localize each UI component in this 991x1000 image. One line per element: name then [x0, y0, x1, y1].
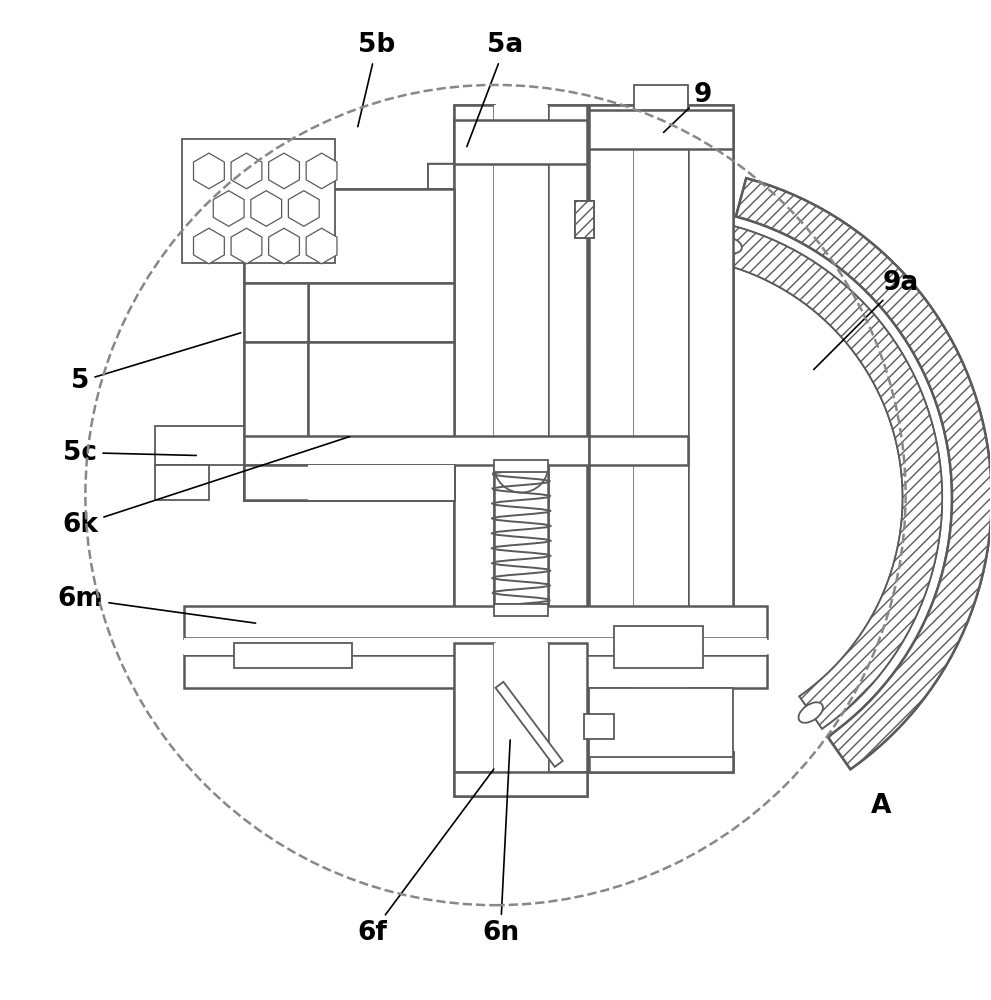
Bar [585, 714, 614, 739]
Bar [590, 688, 732, 757]
Polygon shape [723, 226, 942, 729]
Bar [548, 105, 588, 643]
Polygon shape [308, 465, 454, 500]
Bar [634, 643, 688, 772]
Bar [454, 772, 588, 796]
Bar [244, 283, 308, 342]
Bar [688, 105, 732, 643]
Bar [428, 164, 454, 189]
Bar [454, 120, 588, 164]
Bar [244, 283, 308, 342]
Bar [575, 201, 595, 238]
Text: 5a: 5a [467, 32, 523, 147]
Bar [244, 436, 590, 465]
Bar [234, 643, 352, 668]
Bar [548, 643, 588, 772]
Polygon shape [496, 682, 563, 767]
Bar [184, 606, 767, 638]
Bar [244, 465, 454, 500]
Bar [308, 465, 454, 500]
Bar [590, 752, 732, 772]
Circle shape [85, 85, 906, 905]
Bar [244, 465, 454, 500]
Polygon shape [736, 178, 991, 769]
Bar [614, 626, 703, 668]
Polygon shape [736, 178, 991, 769]
Bar [184, 655, 767, 688]
Bar [308, 283, 454, 342]
Bar [494, 604, 548, 616]
Text: 5: 5 [71, 333, 241, 394]
Ellipse shape [799, 702, 823, 723]
Bar [244, 189, 454, 283]
Bar [184, 638, 767, 655]
Text: 6m: 6m [57, 586, 256, 623]
Text: 6k: 6k [62, 437, 350, 538]
Ellipse shape [715, 237, 742, 254]
Bar [634, 105, 688, 643]
Text: 5b: 5b [358, 32, 395, 127]
Bar [454, 772, 588, 796]
Bar [590, 436, 688, 465]
Bar [494, 643, 548, 772]
Bar [244, 436, 590, 465]
Bar [454, 643, 494, 772]
Text: 5c: 5c [63, 440, 196, 466]
Bar [590, 110, 732, 149]
Bar [590, 436, 688, 465]
Text: 6f: 6f [357, 769, 494, 946]
Bar [590, 105, 634, 643]
Bar [308, 342, 454, 465]
Text: A: A [871, 793, 891, 819]
Bar [688, 105, 732, 643]
Text: 6n: 6n [482, 740, 519, 946]
Bar [494, 460, 548, 472]
Bar [454, 120, 588, 164]
Bar [494, 105, 548, 643]
Polygon shape [494, 283, 590, 342]
Bar [428, 164, 454, 189]
Bar [548, 105, 588, 643]
Polygon shape [308, 164, 454, 342]
Bar [548, 643, 588, 772]
Bar [155, 426, 244, 465]
Bar [155, 465, 209, 500]
Bar [590, 110, 732, 149]
Bar [590, 105, 634, 643]
Text: 9a: 9a [814, 270, 919, 370]
Bar [244, 189, 454, 283]
Bar [590, 752, 732, 772]
Bar [244, 342, 308, 500]
Bar [575, 201, 595, 238]
Polygon shape [723, 226, 942, 729]
Bar [182, 139, 335, 263]
Bar [454, 105, 494, 643]
Bar [454, 105, 494, 643]
Bar [244, 342, 308, 500]
Polygon shape [548, 465, 590, 604]
Bar [494, 465, 548, 604]
Text: 9: 9 [664, 82, 713, 132]
Bar [454, 643, 494, 772]
Bar [634, 85, 688, 110]
